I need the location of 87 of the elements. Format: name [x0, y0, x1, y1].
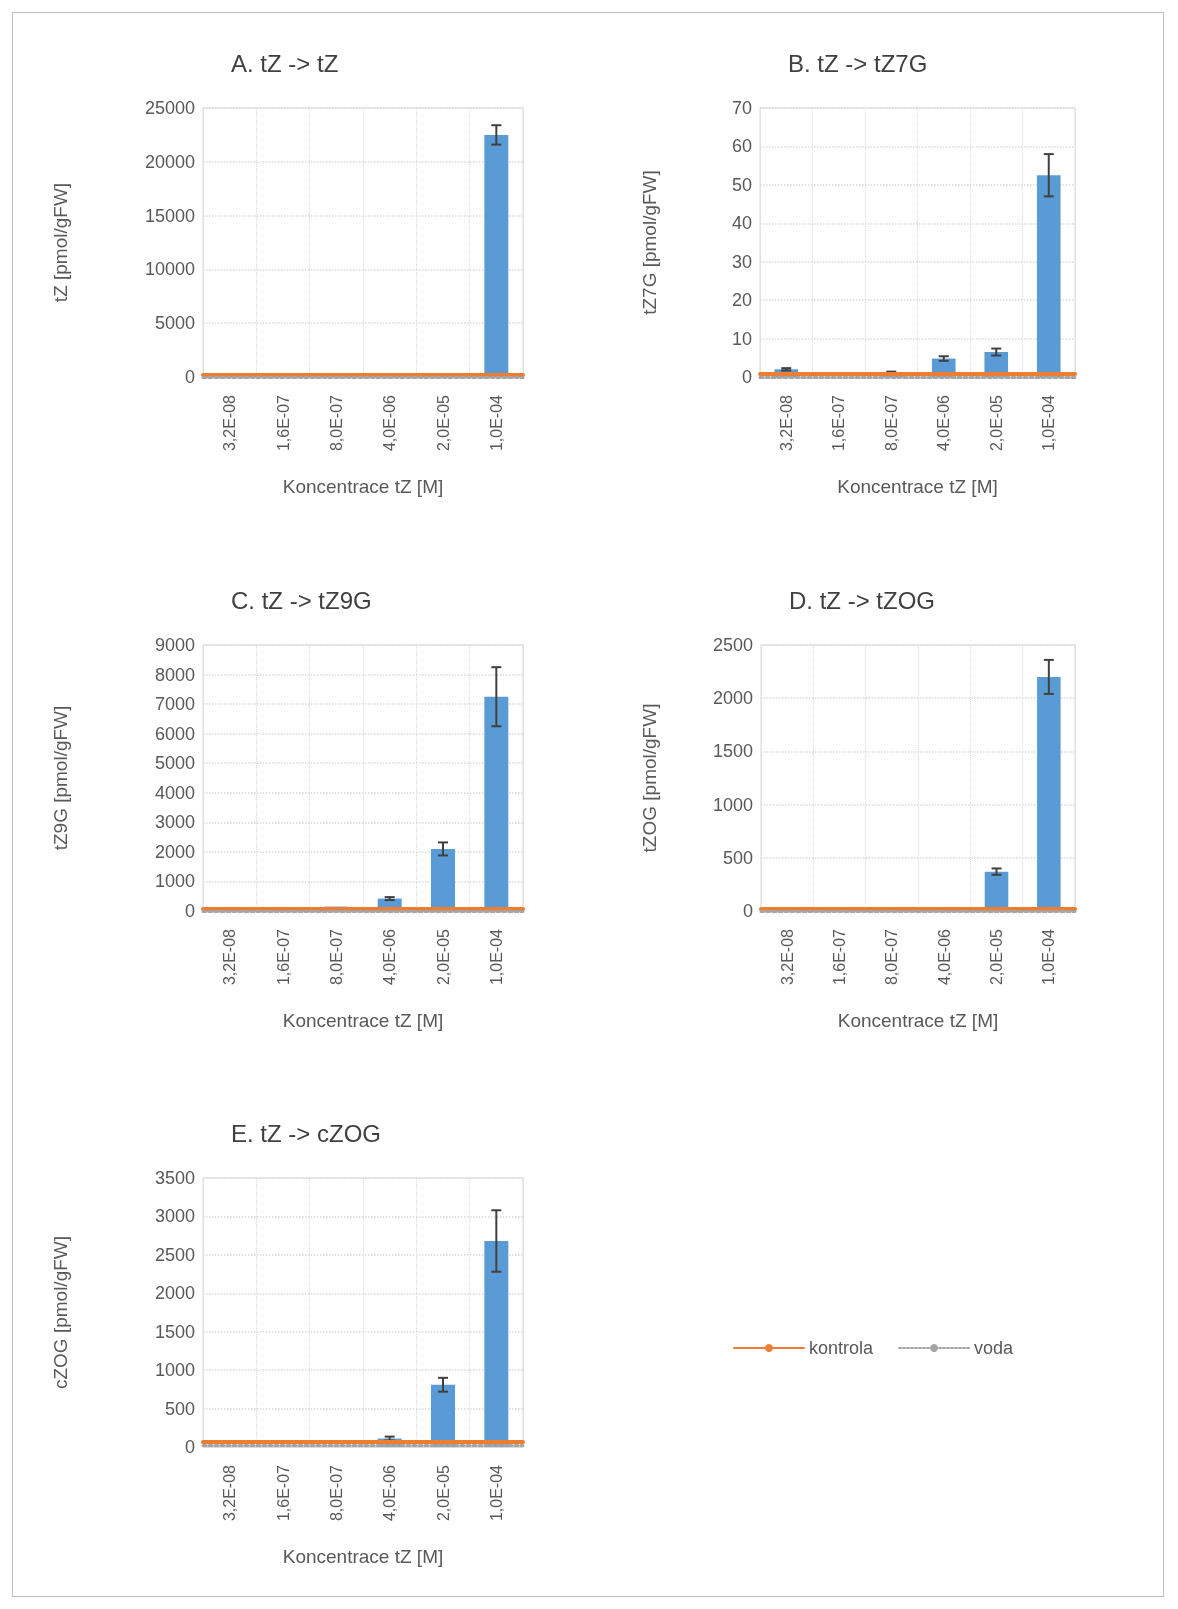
x-tick-label: 2,0E-05: [434, 1464, 452, 1522]
x-tick-label: 1,6E-07: [274, 394, 292, 452]
y-tick-label: 0: [184, 367, 195, 387]
x-tick-label: 8,0E-07: [882, 394, 900, 452]
y-tick-label: 3500: [154, 1168, 195, 1188]
y-tick-label: 0: [184, 1437, 195, 1457]
x-tick-label: 1,6E-07: [830, 394, 848, 452]
x-tick-label: 2,0E-05: [988, 928, 1005, 986]
x-tick-label: 3,2E-08: [778, 928, 796, 986]
x-axis-title: Koncentrace tZ [M]: [282, 1010, 444, 1031]
x-axis-title: Koncentrace tZ [M]: [837, 1010, 999, 1031]
x-tick-label: 3,2E-08: [221, 1464, 239, 1522]
y-tick-label: 5000: [154, 753, 195, 774]
x-axis-title: Koncentrace tZ [M]: [282, 1546, 444, 1567]
y-tick-label: 5000: [154, 313, 195, 334]
y-tick-label: 30: [731, 251, 752, 272]
y-tick-label: 0: [184, 901, 195, 921]
x-axis-title: Koncentrace tZ [M]: [837, 476, 998, 497]
x-tick-label: 1,0E-04: [1040, 928, 1058, 986]
x-tick-label: 2,0E-05: [434, 394, 452, 452]
x-tick-label: 3,2E-08: [221, 394, 239, 452]
y-axis-title: tZOG [pmol/gFW]: [639, 703, 660, 853]
bar: [484, 1241, 509, 1447]
y-tick-label: 10: [731, 328, 752, 349]
y-tick-label: 25000: [144, 98, 195, 118]
y-axis-title: tZ [pmol/gFW]: [50, 182, 71, 303]
y-tick-label: 1000: [154, 871, 195, 892]
x-tick-label: 2,0E-05: [987, 394, 1005, 452]
y-tick-label: 1000: [154, 1360, 195, 1381]
x-tick-label: 4,0E-06: [381, 1464, 399, 1522]
y-tick-label: 9000: [154, 635, 195, 655]
y-tick-label: 20: [731, 290, 752, 311]
y-tick-label: 1000: [712, 794, 753, 815]
y-tick-label: 7000: [154, 694, 195, 715]
y-axis-title: tZ7G [pmol/gFW]: [639, 170, 660, 315]
y-axis-title: tZ9G [pmol/gFW]: [50, 705, 71, 851]
x-tick-label: 1,0E-04: [487, 394, 505, 452]
bar: [1036, 175, 1061, 377]
y-tick-label: 2500: [154, 1244, 195, 1265]
chart-title: C. tZ -> tZ9G: [231, 586, 372, 614]
y-tick-label: 40: [731, 213, 752, 234]
x-tick-label: 4,0E-06: [935, 928, 953, 986]
legend-label: voda: [974, 1338, 1015, 1358]
y-tick-label: 500: [164, 1398, 195, 1419]
y-tick-label: 2000: [154, 1283, 195, 1304]
y-tick-label: 2000: [712, 688, 753, 709]
y-tick-label: 2500: [712, 635, 753, 655]
x-tick-label: 1,6E-07: [831, 928, 848, 986]
y-tick-label: 4000: [154, 782, 195, 803]
chart-title: A. tZ -> tZ: [231, 49, 339, 77]
y-tick-label: 10000: [144, 259, 195, 280]
x-tick-label: 1,0E-04: [487, 928, 505, 986]
y-tick-label: 500: [722, 847, 753, 868]
x-tick-label: 8,0E-07: [327, 1464, 345, 1522]
x-tick-label: 4,0E-06: [381, 394, 399, 452]
x-tick-label: 1,6E-07: [274, 1464, 292, 1522]
y-tick-label: 70: [731, 98, 752, 118]
x-tick-label: 1,0E-04: [487, 1464, 505, 1522]
y-tick-label: 20000: [144, 151, 195, 172]
y-tick-label: 1500: [154, 1321, 195, 1342]
y-axis-title: cZOG [pmol/gFW]: [50, 1235, 71, 1390]
x-tick-label: 1,0E-04: [1040, 394, 1058, 452]
y-tick-label: 6000: [154, 723, 195, 744]
x-tick-label: 1,6E-07: [274, 928, 292, 986]
y-tick-label: 3000: [154, 1206, 195, 1227]
x-tick-label: 8,0E-07: [327, 394, 345, 452]
x-tick-label: 3,2E-08: [221, 928, 239, 986]
chart-title: E. tZ -> cZOG: [231, 1119, 382, 1147]
y-tick-label: 3000: [154, 812, 195, 833]
y-tick-label: 8000: [154, 664, 195, 685]
chart-title: D. tZ -> tZOG: [789, 586, 936, 614]
x-axis-title: Koncentrace tZ [M]: [282, 476, 444, 497]
y-tick-label: 0: [741, 367, 752, 387]
y-tick-label: 15000: [144, 205, 195, 226]
y-tick-label: 0: [742, 901, 753, 921]
x-tick-label: 2,0E-05: [434, 928, 452, 986]
x-tick-label: 8,0E-07: [883, 928, 901, 986]
x-tick-label: 4,0E-06: [381, 928, 399, 986]
y-tick-label: 2000: [154, 841, 195, 862]
legend-label: kontrola: [809, 1338, 875, 1358]
y-tick-label: 60: [731, 136, 752, 157]
x-tick-label: 8,0E-07: [327, 928, 345, 986]
x-tick-label: 3,2E-08: [777, 394, 795, 452]
chart-title: B. tZ -> tZ7G: [788, 49, 928, 77]
x-tick-label: 4,0E-06: [935, 394, 953, 452]
y-tick-label: 1500: [712, 741, 753, 762]
y-tick-label: 50: [731, 174, 752, 195]
